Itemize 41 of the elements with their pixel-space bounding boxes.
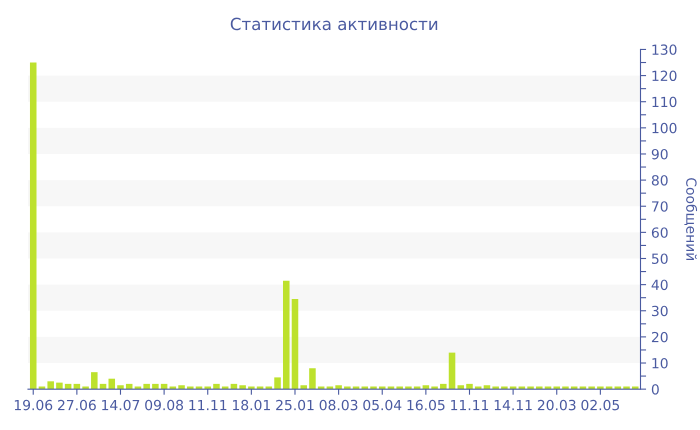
x-tick-label: 25.01 (276, 400, 314, 410)
y-tick-label: 120 (652, 70, 677, 82)
bar (91, 372, 98, 390)
bar (30, 62, 37, 390)
x-tick-label: 05.04 (363, 400, 402, 410)
y-tick-label: 10 (652, 358, 668, 368)
x-tick-label: 18.01 (233, 400, 270, 410)
y-tick-label: 100 (652, 122, 677, 134)
x-tick-label: 20.03 (538, 400, 576, 410)
y-tick-label: 50 (652, 253, 668, 264)
bar (56, 382, 63, 390)
bar (274, 377, 281, 390)
chart-title: Статистика активности (230, 18, 438, 30)
bar (448, 352, 456, 390)
y-axis-title: Сообщений (684, 178, 698, 260)
bar (292, 299, 298, 390)
x-tick-label: 19.06 (14, 400, 52, 410)
x-tick-label: 11.11 (451, 400, 488, 410)
x-tick-label: 27.06 (58, 400, 96, 410)
y-tick-label: 110 (652, 96, 677, 108)
y-tick-label: 30 (652, 306, 668, 316)
y-tick-label: 0 (652, 384, 659, 395)
y-tick-label: 90 (652, 148, 668, 160)
x-tick-label: 08.03 (320, 400, 358, 410)
x-tick-label: 09.08 (145, 400, 184, 410)
y-tick-label: 40 (652, 280, 668, 290)
bar (117, 385, 124, 390)
x-tick-label: 14.07 (102, 400, 140, 410)
y-tick-label: 70 (652, 201, 668, 212)
x-tick-label: 14.11 (494, 400, 532, 410)
bar (466, 384, 473, 390)
x-tick-label: 11.11 (189, 400, 226, 410)
x-tick-label: 02.05 (581, 400, 620, 410)
y-tick-label: 130 (652, 44, 677, 55)
y-tick-label: 20 (652, 332, 668, 342)
x-tick-label: 16.05 (408, 400, 445, 410)
y-tick-label: 80 (652, 175, 668, 186)
y-tick-label: 60 (652, 227, 668, 238)
bar (108, 378, 116, 390)
bar (282, 280, 290, 390)
bar (309, 368, 316, 390)
